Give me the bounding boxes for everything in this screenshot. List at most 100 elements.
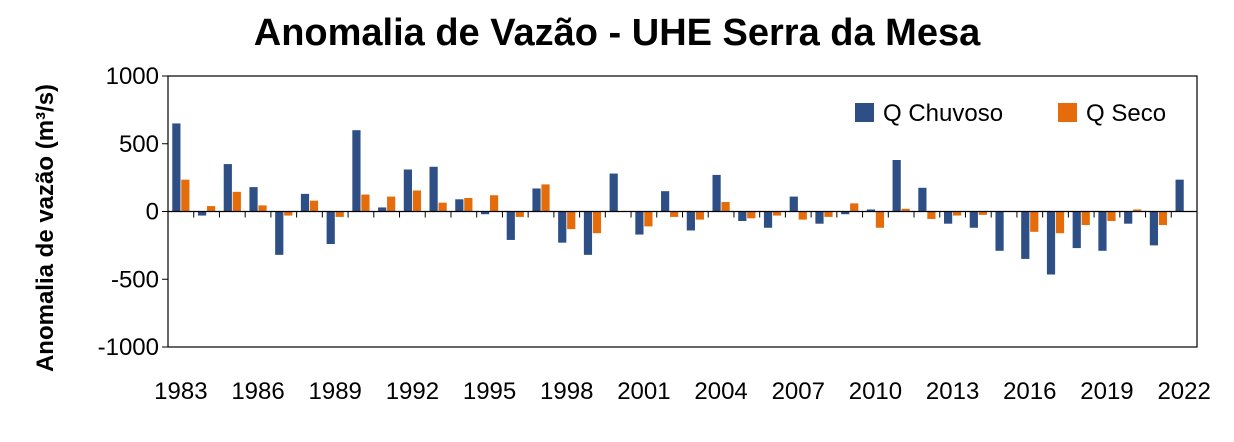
bar-q-seco-2013 — [953, 211, 962, 216]
bar-q-chuvoso-2008 — [815, 211, 824, 224]
bar-q-chuvoso-1994 — [455, 199, 464, 212]
bar-q-chuvoso-2014 — [969, 211, 978, 228]
x-tick-label: 2013 — [926, 378, 979, 405]
bar-q-chuvoso-2011 — [892, 160, 901, 212]
bar-q-chuvoso-2010 — [866, 209, 876, 212]
bar-q-chuvoso-1993 — [429, 166, 438, 212]
bar-q-seco-1988 — [309, 200, 319, 212]
bar-q-seco-2012 — [927, 211, 936, 219]
bar-q-chuvoso-2007 — [789, 196, 798, 212]
bar-q-chuvoso-1998 — [558, 211, 567, 243]
bar-q-seco-2006 — [772, 211, 782, 216]
bar-q-seco-2017 — [1055, 211, 1065, 234]
y-tick-label: 500 — [119, 131, 159, 158]
bar-q-chuvoso-1984 — [197, 211, 207, 216]
x-tick-label: 2016 — [1003, 378, 1056, 405]
bar-q-seco-2003 — [695, 211, 704, 220]
bar-q-seco-1991 — [387, 196, 396, 212]
x-tick-label: 1989 — [309, 378, 362, 405]
legend-swatch-q-chuvoso — [855, 103, 874, 122]
bar-q-chuvoso-1987 — [275, 211, 284, 255]
bar-q-chuvoso-2000 — [609, 173, 618, 212]
bar-q-chuvoso-1999 — [583, 211, 593, 255]
bar-q-seco-2008 — [824, 211, 833, 217]
bar-q-chuvoso-2016 — [1021, 211, 1030, 259]
bar-q-seco-2014 — [978, 211, 987, 215]
bar-q-chuvoso-2012 — [918, 187, 927, 212]
bar-q-seco-2007 — [798, 211, 807, 220]
bar-q-chuvoso-1986 — [249, 187, 258, 212]
bar-q-chuvoso-2019 — [1098, 211, 1107, 251]
x-tick-label: 2022 — [1157, 378, 1210, 405]
bar-q-chuvoso-1985 — [223, 164, 232, 212]
bar-q-chuvoso-1997 — [532, 188, 541, 212]
x-tick-label: 1983 — [154, 378, 207, 405]
x-tick-label: 1995 — [463, 378, 516, 405]
bar-q-seco-2001 — [644, 211, 653, 227]
x-tick-label: 1992 — [386, 378, 439, 405]
y-tick-label: -500 — [111, 266, 159, 293]
bar-q-seco-1992 — [412, 190, 421, 212]
bar-q-chuvoso-2020 — [1124, 211, 1133, 224]
bar-q-seco-2004 — [721, 202, 730, 212]
bar-q-seco-1989 — [335, 211, 344, 217]
x-tick-label: 1998 — [540, 378, 593, 405]
legend-label-q-chuvoso: Q Chuvoso — [883, 100, 1003, 127]
bar-q-chuvoso-1996 — [506, 211, 515, 240]
bar-q-seco-1983 — [181, 179, 190, 212]
bar-q-seco-1994 — [464, 197, 473, 212]
bar-q-seco-1999 — [592, 211, 602, 234]
bar-q-seco-2010 — [875, 211, 885, 228]
bar-q-seco-2016 — [1030, 211, 1039, 232]
legend-label-q-seco: Q Seco — [1086, 100, 1166, 127]
bar-q-seco-1993 — [438, 202, 447, 212]
y-axis-label: Anomalia de vazão (m³/s) — [32, 84, 59, 372]
bar-q-seco-1996 — [515, 211, 524, 217]
bar-q-seco-1987 — [284, 211, 293, 216]
bar-q-seco-2018 — [1081, 211, 1090, 226]
bar-q-seco-1985 — [232, 191, 241, 212]
bar-q-seco-1990 — [361, 194, 370, 212]
bar-q-seco-2019 — [1107, 211, 1116, 221]
bar-q-chuvoso-2017 — [1046, 211, 1056, 275]
bar-q-seco-1998 — [567, 211, 576, 230]
bar-q-chuvoso-2022 — [1175, 179, 1184, 212]
bar-q-chuvoso-1990 — [352, 130, 361, 212]
x-tick-label: 2004 — [694, 378, 747, 405]
bar-q-chuvoso-2006 — [763, 211, 773, 228]
bar-q-chuvoso-1992 — [403, 169, 412, 212]
y-tick-label: 0 — [146, 199, 159, 226]
bar-q-chuvoso-2004 — [712, 174, 721, 212]
bar-q-chuvoso-1983 — [172, 123, 181, 212]
x-tick-label: 1986 — [231, 378, 284, 405]
bar-q-chuvoso-2015 — [995, 211, 1004, 251]
bar-q-seco-1995 — [489, 195, 499, 212]
bar-q-chuvoso-1991 — [378, 207, 387, 212]
bar-q-seco-1986 — [258, 205, 267, 212]
bar-q-chuvoso-2013 — [944, 211, 953, 224]
chart-title: Anomalia de Vazão - UHE Serra da Mesa — [253, 12, 981, 54]
bar-q-chuvoso-1988 — [300, 193, 310, 212]
x-tick-label: 2001 — [617, 378, 670, 405]
bar-q-chuvoso-2001 — [635, 211, 644, 235]
bar-q-seco-2009 — [850, 203, 859, 212]
x-tick-label: 2007 — [772, 378, 825, 405]
bar-q-chuvoso-2003 — [686, 211, 695, 231]
legend: Q Chuvoso Q Seco — [855, 100, 1166, 127]
x-tick-label: 2019 — [1080, 378, 1133, 405]
bar-q-seco-1997 — [541, 184, 550, 212]
bar-q-chuvoso-1989 — [326, 211, 335, 245]
bar-q-chuvoso-2009 — [841, 211, 850, 215]
x-tick-label: 2010 — [849, 378, 902, 405]
bar-q-seco-1984 — [206, 206, 216, 212]
legend-swatch-q-seco — [1058, 103, 1077, 122]
bar-q-seco-2020 — [1133, 209, 1142, 212]
y-tick-label: 1000 — [106, 63, 159, 90]
bar-q-seco-2002 — [670, 211, 679, 217]
bar-q-chuvoso-2005 — [738, 211, 747, 221]
plot-area: 1000 500 0 -500 -1000 1983 1986 1989 1992 1995 199… — [98, 63, 1211, 405]
bar-q-chuvoso-2018 — [1072, 211, 1081, 249]
bar-q-chuvoso-2021 — [1149, 211, 1159, 246]
bar-q-seco-2011 — [901, 208, 910, 212]
